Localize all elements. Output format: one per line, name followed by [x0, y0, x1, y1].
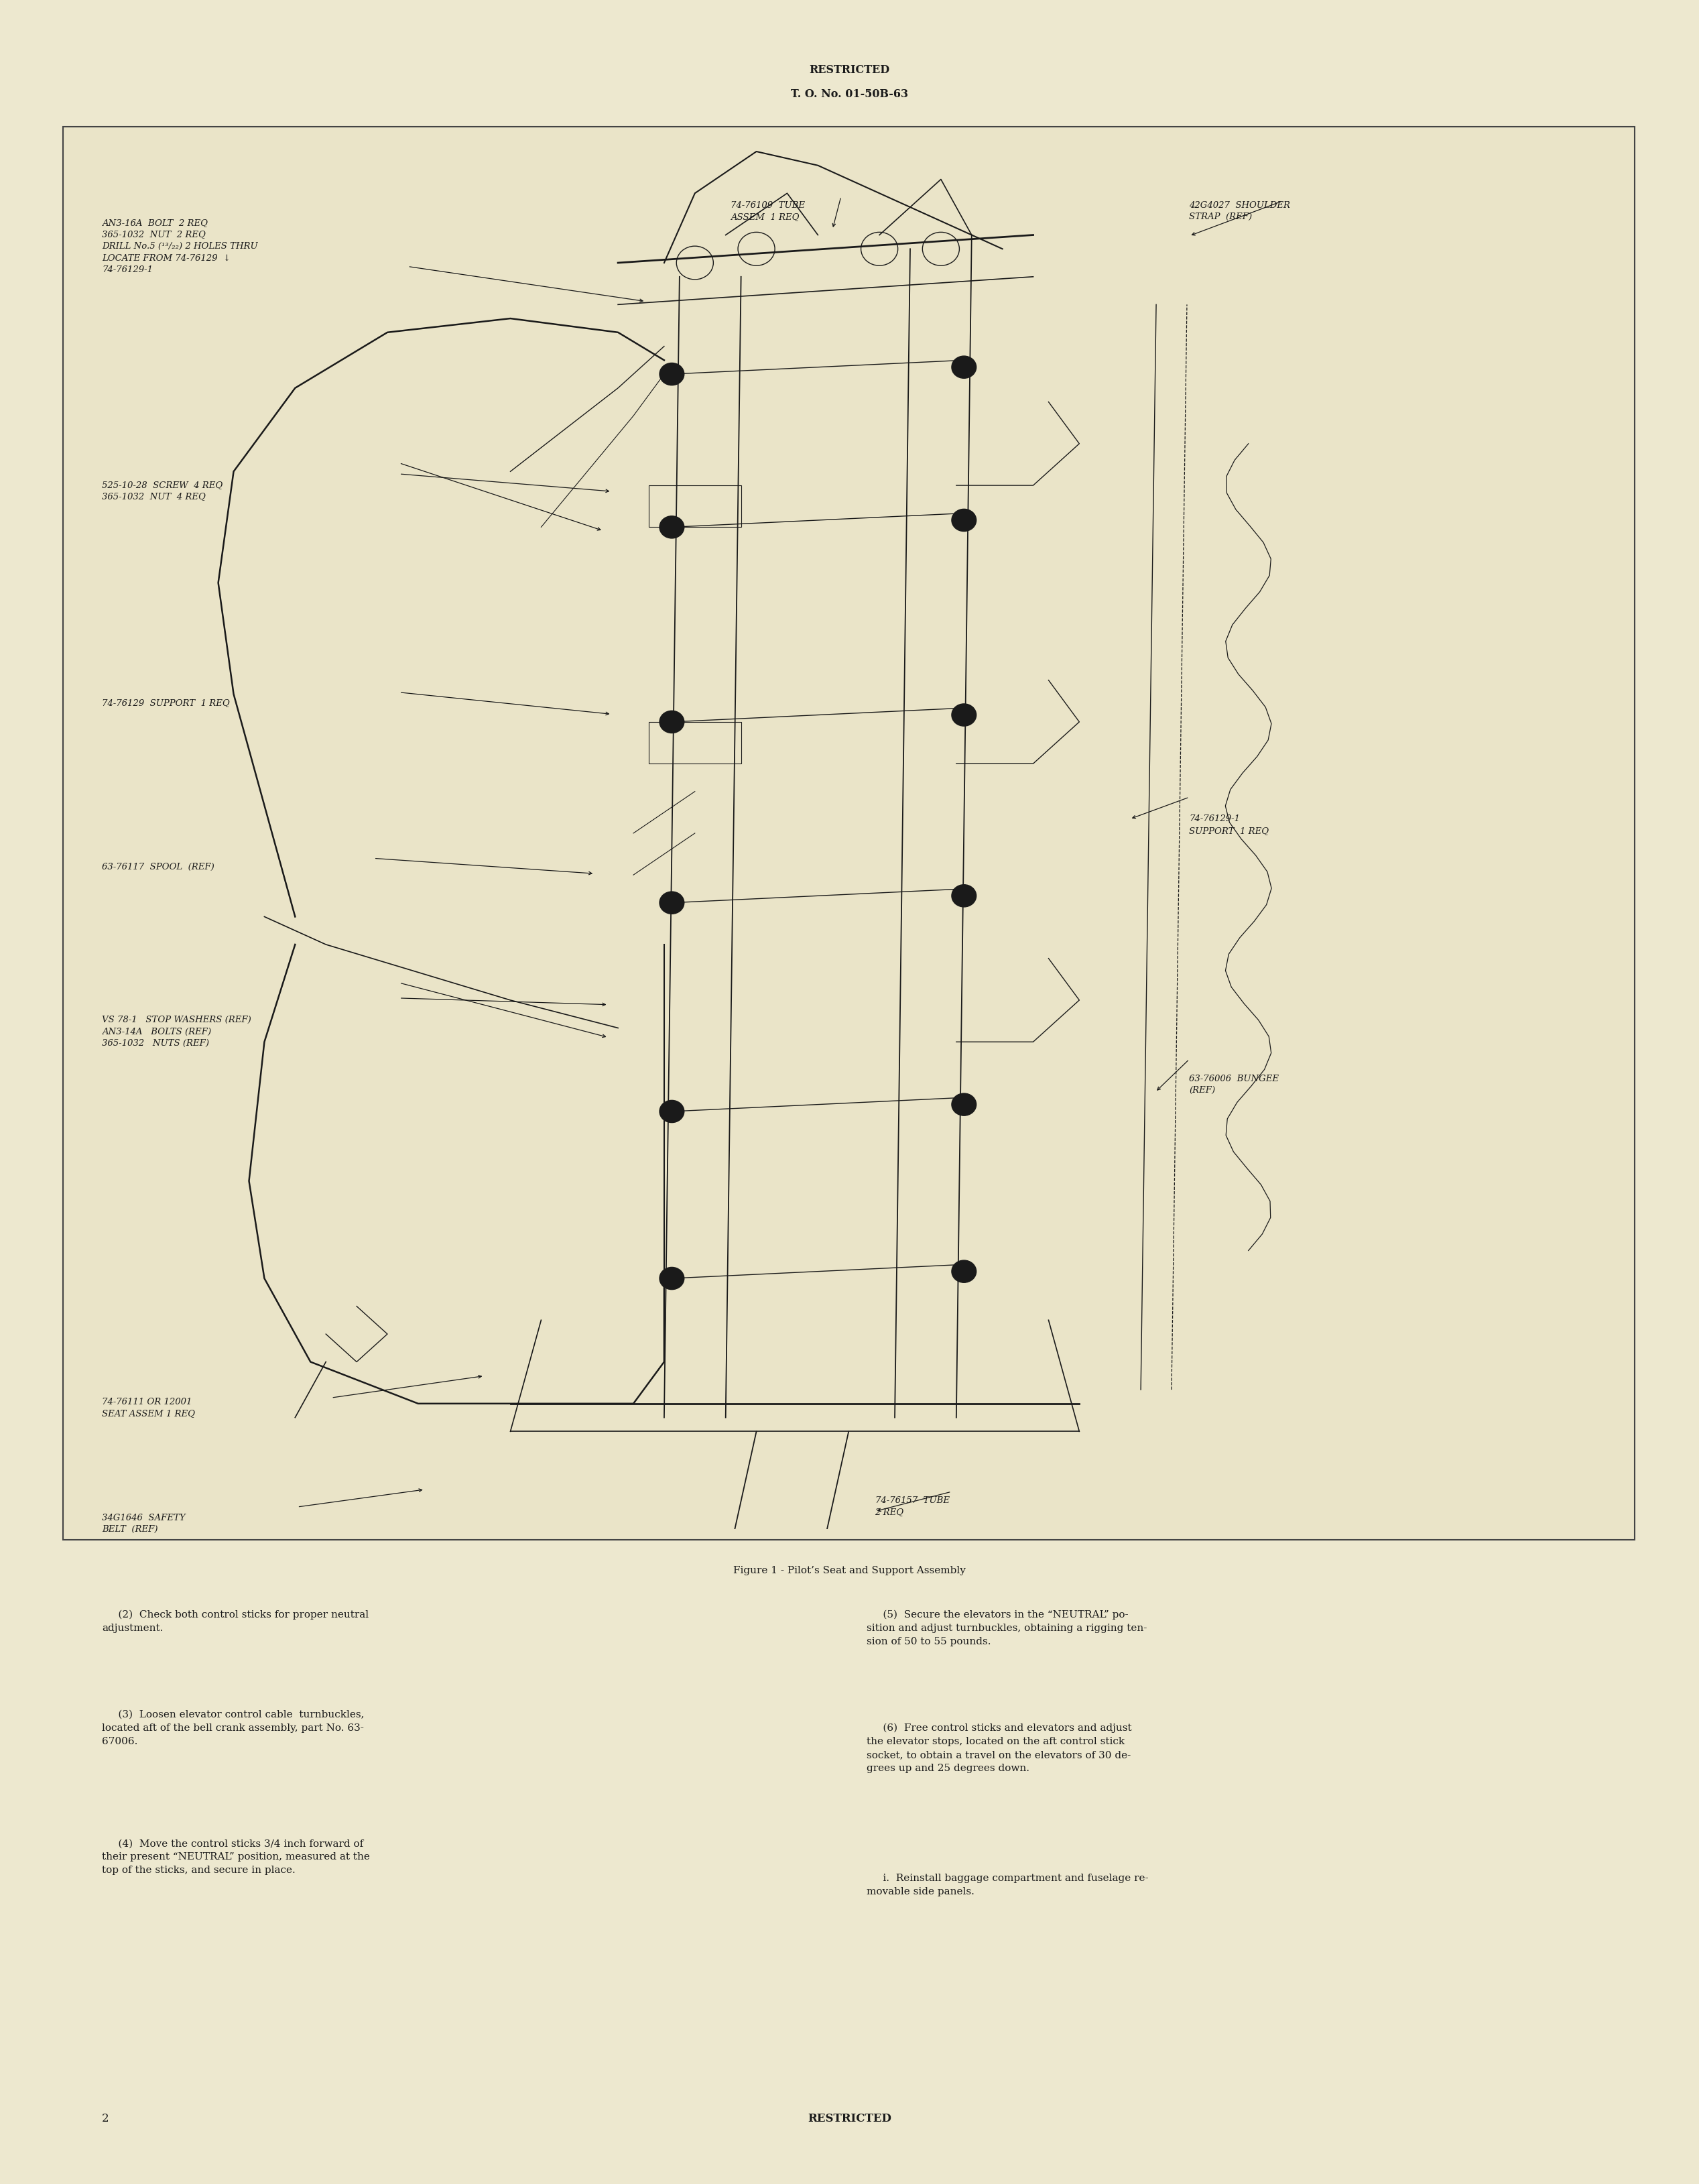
- Circle shape: [659, 1101, 685, 1123]
- Text: 74-76129  SUPPORT  1 REQ: 74-76129 SUPPORT 1 REQ: [102, 699, 229, 708]
- Text: 2: 2: [102, 2112, 109, 2125]
- Text: RESTRICTED: RESTRICTED: [809, 63, 890, 76]
- Circle shape: [951, 356, 977, 378]
- Text: VS 78-1   STOP WASHERS (REF)
AN3-14A   BOLTS (REF)
365-1032   NUTS (REF): VS 78-1 STOP WASHERS (REF) AN3-14A BOLTS…: [102, 1016, 251, 1048]
- Circle shape: [659, 891, 685, 913]
- Text: 63-76006  BUNGEE
(REF): 63-76006 BUNGEE (REF): [1189, 1075, 1279, 1094]
- Text: (5)  Secure the elevators in the “NEUTRAL” po-
sition and adjust turnbuckles, ob: (5) Secure the elevators in the “NEUTRAL…: [866, 1610, 1147, 1647]
- Text: (6)  Free control sticks and elevators and adjust
the elevator stops, located on: (6) Free control sticks and elevators an…: [866, 1723, 1132, 1773]
- Text: (4)  Move the control sticks 3/4 inch forward of
their present “NEUTRAL” positio: (4) Move the control sticks 3/4 inch for…: [102, 1839, 370, 1876]
- Circle shape: [659, 1267, 685, 1289]
- Text: Figure 1 - Pilot’s Seat and Support Assembly: Figure 1 - Pilot’s Seat and Support Asse…: [734, 1566, 965, 1575]
- Circle shape: [951, 509, 977, 531]
- Circle shape: [951, 1260, 977, 1282]
- Text: RESTRICTED: RESTRICTED: [807, 2112, 892, 2125]
- Circle shape: [659, 363, 685, 384]
- Text: 74-76109  TUBE
ASSEM  1 REQ: 74-76109 TUBE ASSEM 1 REQ: [731, 201, 805, 221]
- Circle shape: [951, 885, 977, 906]
- Text: 34G1646  SAFETY
BELT  (REF): 34G1646 SAFETY BELT (REF): [102, 1514, 185, 1533]
- Text: T. O. No. 01-50B-63: T. O. No. 01-50B-63: [790, 87, 909, 100]
- Text: (3)  Loosen elevator control cable  turnbuckles,
located aft of the bell crank a: (3) Loosen elevator control cable turnbu…: [102, 1710, 364, 1747]
- Text: 74-76111 OR 12001
SEAT ASSEM 1 REQ: 74-76111 OR 12001 SEAT ASSEM 1 REQ: [102, 1398, 195, 1417]
- Circle shape: [659, 515, 685, 537]
- Text: (2)  Check both control sticks for proper neutral
adjustment.: (2) Check both control sticks for proper…: [102, 1610, 369, 1634]
- Text: i.  Reinstall baggage compartment and fuselage re-
movable side panels.: i. Reinstall baggage compartment and fus…: [866, 1874, 1149, 1896]
- Text: 74-76157  TUBE
2 REQ: 74-76157 TUBE 2 REQ: [875, 1496, 950, 1516]
- Circle shape: [659, 710, 685, 734]
- Text: 42G4027  SHOULDER
STRAP  (REF): 42G4027 SHOULDER STRAP (REF): [1189, 201, 1291, 221]
- Circle shape: [951, 1094, 977, 1116]
- Text: 74-76129-1
SUPPORT  1 REQ: 74-76129-1 SUPPORT 1 REQ: [1189, 815, 1269, 834]
- Circle shape: [951, 703, 977, 725]
- Text: 525-10-28  SCREW  4 REQ
365-1032  NUT  4 REQ: 525-10-28 SCREW 4 REQ 365-1032 NUT 4 REQ: [102, 480, 223, 500]
- Text: AN3-16A  BOLT  2 REQ
365-1032  NUT  2 REQ
DRILL No.5 (¹³/₂₂) 2 HOLES THRU
LOCATE: AN3-16A BOLT 2 REQ 365-1032 NUT 2 REQ DR…: [102, 218, 258, 273]
- Text: 63-76117  SPOOL  (REF): 63-76117 SPOOL (REF): [102, 863, 214, 871]
- FancyBboxPatch shape: [63, 127, 1634, 1540]
